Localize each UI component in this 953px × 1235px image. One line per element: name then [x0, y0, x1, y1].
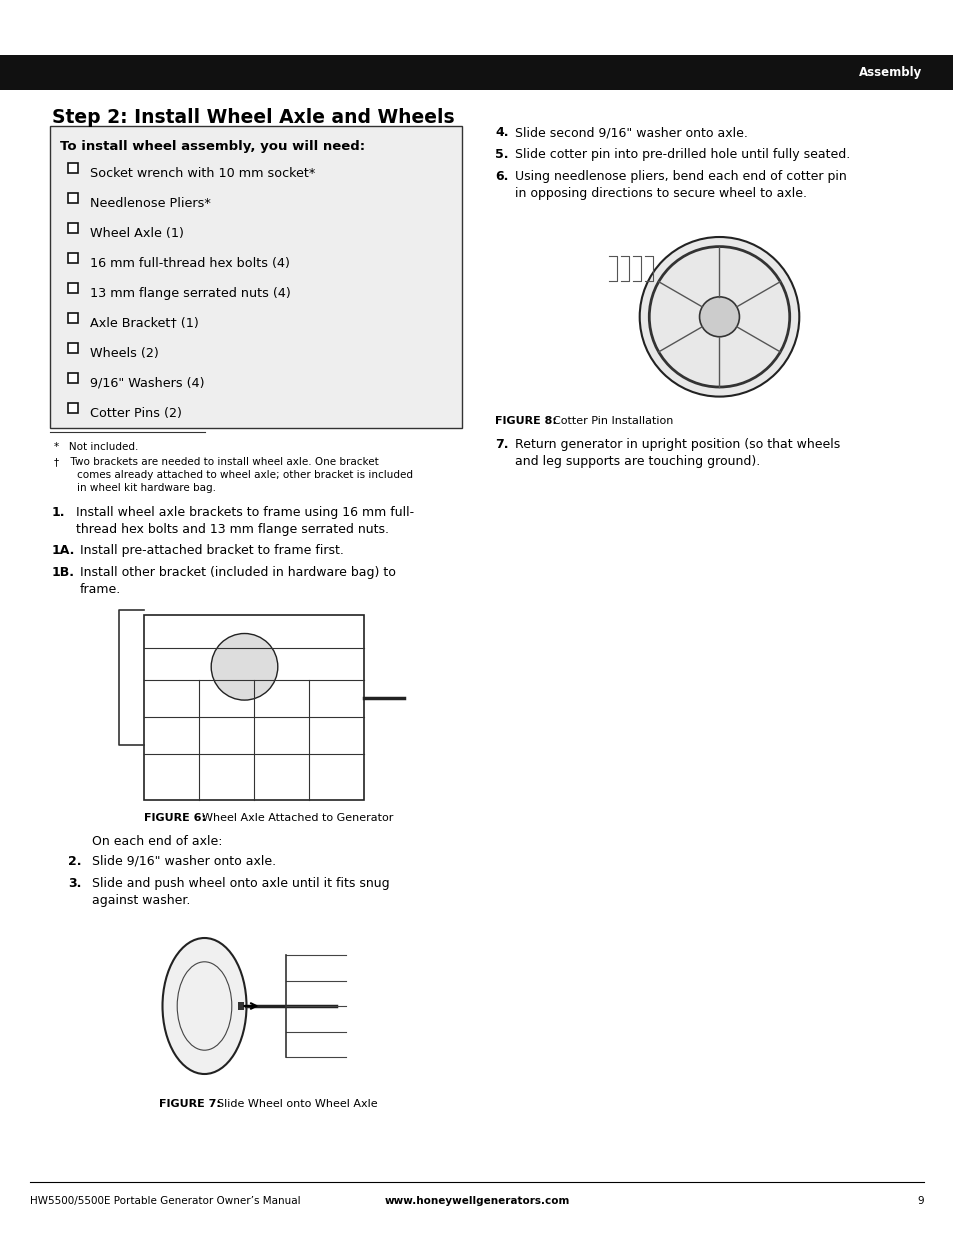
- Bar: [68, 312, 78, 324]
- Text: 1B.: 1B.: [52, 566, 75, 579]
- Circle shape: [699, 296, 739, 337]
- Bar: [144, 615, 364, 800]
- Text: †: †: [54, 457, 59, 467]
- Ellipse shape: [162, 939, 246, 1074]
- Text: Using needlenose pliers, bend each end of cotter pin
in opposing directions to s: Using needlenose pliers, bend each end o…: [515, 170, 846, 200]
- Text: Two brackets are needed to install wheel axle. One bracket
    comes already att: Two brackets are needed to install wheel…: [64, 457, 413, 494]
- Circle shape: [639, 237, 799, 396]
- Bar: [68, 283, 78, 293]
- Text: Install wheel axle brackets to frame using 16 mm full-
thread hex bolts and 13 m: Install wheel axle brackets to frame usi…: [76, 506, 414, 536]
- Text: 1.: 1.: [52, 506, 66, 519]
- Text: Cotter Pin Installation: Cotter Pin Installation: [553, 416, 673, 426]
- Text: Axle Bracket† (1): Axle Bracket† (1): [90, 317, 198, 330]
- Text: 4.: 4.: [495, 126, 508, 140]
- Text: www.honeywellgenerators.com: www.honeywellgenerators.com: [384, 1195, 569, 1207]
- Text: 1A.: 1A.: [52, 543, 75, 557]
- Text: FIGURE 8:: FIGURE 8:: [495, 416, 557, 426]
- Text: Slide second 9/16" washer onto axle.: Slide second 9/16" washer onto axle.: [515, 126, 747, 140]
- Text: Slide cotter pin into pre-drilled hole until fully seated.: Slide cotter pin into pre-drilled hole u…: [515, 148, 849, 161]
- Text: Install pre-attached bracket to frame first.: Install pre-attached bracket to frame fi…: [80, 543, 343, 557]
- Text: Socket wrench with 10 mm socket*: Socket wrench with 10 mm socket*: [90, 167, 315, 180]
- Text: 2.: 2.: [68, 855, 81, 868]
- Bar: [68, 343, 78, 353]
- Bar: [68, 403, 78, 412]
- Text: On each end of axle:: On each end of axle:: [91, 835, 222, 848]
- Circle shape: [211, 634, 277, 700]
- Text: *   Not included.: * Not included.: [54, 442, 138, 452]
- Bar: [68, 224, 78, 233]
- Bar: [0, 56, 953, 90]
- Text: Step 2: Install Wheel Axle and Wheels: Step 2: Install Wheel Axle and Wheels: [52, 107, 455, 127]
- Bar: [50, 126, 461, 429]
- Text: Slide Wheel onto Wheel Axle: Slide Wheel onto Wheel Axle: [217, 1099, 377, 1109]
- Bar: [68, 253, 78, 263]
- Text: Cotter Pins (2): Cotter Pins (2): [90, 408, 182, 420]
- Text: HW5500/5500E Portable Generator Owner’s Manual: HW5500/5500E Portable Generator Owner’s …: [30, 1195, 300, 1207]
- Bar: [68, 373, 78, 383]
- Text: Wheel Axle (1): Wheel Axle (1): [90, 227, 184, 240]
- Text: Return generator in upright position (so that wheels
and leg supports are touchi: Return generator in upright position (so…: [515, 438, 840, 468]
- Bar: [68, 193, 78, 203]
- Text: 9: 9: [917, 1195, 923, 1207]
- Text: Needlenose Pliers*: Needlenose Pliers*: [90, 198, 211, 210]
- Text: Install other bracket (included in hardware bag) to
frame.: Install other bracket (included in hardw…: [80, 566, 395, 597]
- Text: Slide 9/16" washer onto axle.: Slide 9/16" washer onto axle.: [91, 855, 275, 868]
- Bar: [238, 1002, 244, 1010]
- Text: FIGURE 7:: FIGURE 7:: [159, 1099, 221, 1109]
- Bar: [68, 163, 78, 173]
- Text: 16 mm full-thread hex bolts (4): 16 mm full-thread hex bolts (4): [90, 257, 290, 270]
- Text: 6.: 6.: [495, 170, 508, 183]
- Text: Wheel Axle Attached to Generator: Wheel Axle Attached to Generator: [202, 813, 394, 823]
- Text: Wheels (2): Wheels (2): [90, 347, 158, 359]
- Text: 9/16" Washers (4): 9/16" Washers (4): [90, 377, 204, 390]
- Text: Assembly: Assembly: [858, 65, 921, 79]
- Text: 5.: 5.: [495, 148, 508, 161]
- Text: FIGURE 6:: FIGURE 6:: [144, 813, 206, 823]
- Text: 13 mm flange serrated nuts (4): 13 mm flange serrated nuts (4): [90, 287, 291, 300]
- Text: Slide and push wheel onto axle until it fits snug
against washer.: Slide and push wheel onto axle until it …: [91, 877, 389, 906]
- Text: 7.: 7.: [495, 438, 508, 451]
- Text: To install wheel assembly, you will need:: To install wheel assembly, you will need…: [60, 140, 365, 153]
- Text: 3.: 3.: [68, 877, 81, 890]
